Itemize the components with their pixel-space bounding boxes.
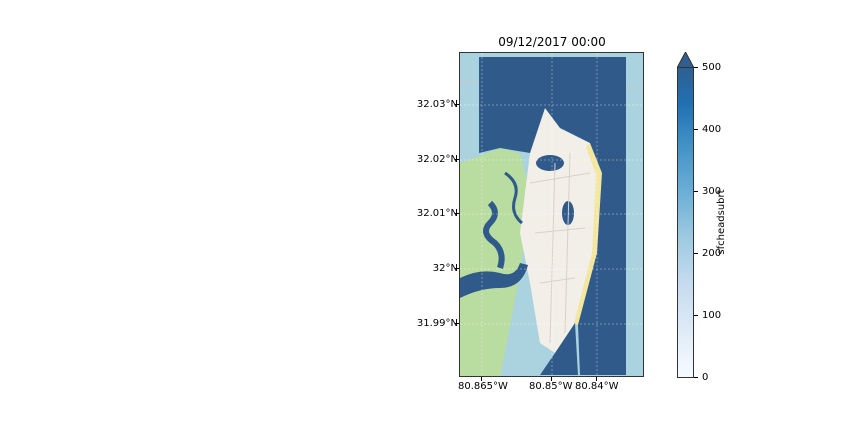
flood-overlay-east [479,57,626,375]
tidal-creek [483,200,505,269]
colorbar-tick-label: 0 [702,372,709,383]
colorbar-tick-label: 500 [702,62,722,73]
x-tick-mark [551,377,552,381]
y-tick-mark [455,159,459,160]
colorbar-tick-mark [694,67,698,68]
y-tick-mark [455,104,459,105]
map-title: 09/12/2017 00:00 [498,35,606,49]
map-panel [459,52,644,377]
y-tick-label: 32.02°N [416,154,458,165]
river-channel [460,263,528,298]
map-gridlines [460,53,643,376]
colorbar-tick-label: 300 [702,186,722,197]
y-tick-label: 31.99°N [416,318,458,329]
colorbar [677,67,694,378]
x-tick-label: 80.85°W [529,381,573,392]
inland-pond-north [536,155,564,171]
colorbar-tick-mark [694,377,698,378]
y-tick-mark [455,323,459,324]
beach-strip [574,143,602,325]
colorbar-label: sfcheadsubrt [716,189,727,255]
y-tick-mark [455,213,459,214]
colorbar-tick-label: 100 [702,310,722,321]
flood-overlay-south [479,323,578,375]
road-network [529,152,591,344]
x-tick-label: 80.865°W [458,381,508,392]
y-tick-label: 32.01°N [416,208,458,219]
y-tick-mark [455,268,459,269]
x-tick-mark [596,377,597,381]
y-tick-label: 32°N [432,263,458,274]
map-canvas [460,53,643,376]
colorbar-tick-mark [694,129,698,130]
colorbar-tick-label: 400 [702,124,722,135]
tidal-creek-small [504,171,524,225]
colorbar-tick-label: 200 [702,248,722,259]
colorbar-tick-mark [694,191,698,192]
x-tick-mark [481,377,482,381]
colorbar-tick-mark [694,315,698,316]
colorbar-tick-mark [694,253,698,254]
y-tick-label: 32.03°N [416,99,458,110]
x-tick-label: 80.84°W [575,381,619,392]
colorbar-extend-arrow [677,52,694,68]
